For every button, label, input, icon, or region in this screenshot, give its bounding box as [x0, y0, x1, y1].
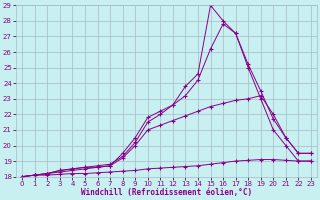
X-axis label: Windchill (Refroidissement éolien,°C): Windchill (Refroidissement éolien,°C) [81, 188, 252, 197]
